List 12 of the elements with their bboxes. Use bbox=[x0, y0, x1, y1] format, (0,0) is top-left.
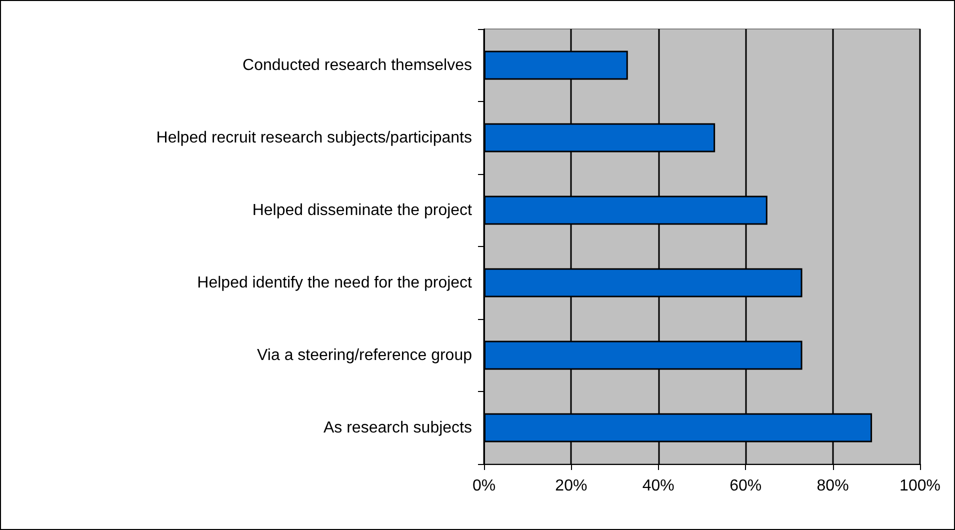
x-tick-label: 0% bbox=[472, 478, 496, 494]
y-tick-label: As research subjects bbox=[323, 419, 472, 436]
x-tick-label: 60% bbox=[730, 478, 762, 494]
y-tick-label: Helped identify the need for the project bbox=[197, 274, 473, 292]
x-tick-label: 20% bbox=[555, 478, 588, 494]
y-tick-label: Conducted research themselves bbox=[242, 56, 472, 74]
y-tick-label: Helped disseminate the project bbox=[252, 202, 473, 219]
x-tick-label: 40% bbox=[642, 478, 674, 494]
x-tick-label: 80% bbox=[816, 478, 849, 494]
y-tick-label: Via a steering/reference group bbox=[257, 346, 472, 364]
y-tick-label: Helped recruit research subjects/participants bbox=[156, 129, 472, 146]
x-tick-label: 100% bbox=[900, 478, 940, 494]
